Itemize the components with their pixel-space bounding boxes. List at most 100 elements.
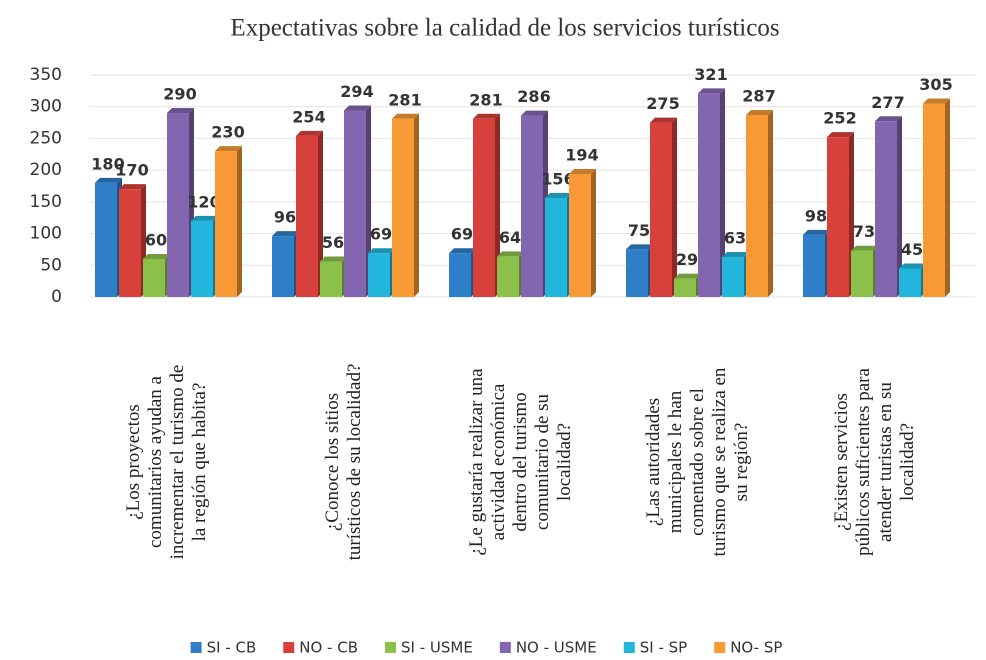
bar xyxy=(650,122,672,297)
data-label: 156 xyxy=(541,170,574,189)
bar-side xyxy=(318,130,323,297)
data-label: 230 xyxy=(211,123,244,142)
y-tick-label: 100 xyxy=(30,224,62,244)
data-label: 45 xyxy=(901,240,923,259)
bar xyxy=(851,250,873,297)
bar-top xyxy=(119,184,146,190)
bar-top xyxy=(344,105,371,111)
bar-side xyxy=(237,146,242,297)
bar-side xyxy=(768,109,773,298)
bar-top xyxy=(746,109,773,115)
bar xyxy=(449,253,471,297)
bar xyxy=(803,234,825,297)
bar-top xyxy=(698,88,725,94)
bar-top xyxy=(473,113,500,119)
data-label: 277 xyxy=(871,93,904,112)
bar-top xyxy=(296,130,323,136)
y-tick-label: 0 xyxy=(51,287,62,307)
bar-side xyxy=(720,88,725,297)
data-label: 294 xyxy=(340,82,373,101)
bar xyxy=(473,118,495,297)
bar-top xyxy=(521,110,548,116)
x-tick-label: ¿Las autoridades municipales le han come… xyxy=(643,367,752,557)
bar-top xyxy=(722,252,749,258)
bar xyxy=(698,93,720,297)
bar-top xyxy=(449,248,476,254)
data-label: 73 xyxy=(853,222,875,241)
data-label: 96 xyxy=(274,208,296,227)
bar xyxy=(119,189,141,297)
bar xyxy=(827,137,849,297)
bar-top xyxy=(545,193,572,199)
bar-side xyxy=(672,117,677,297)
bar-top xyxy=(803,229,830,235)
bar xyxy=(167,113,189,297)
y-tick-label: 150 xyxy=(30,192,62,212)
data-label: 170 xyxy=(115,161,148,180)
bar xyxy=(545,198,567,297)
bar-top xyxy=(167,108,194,114)
bar-side xyxy=(366,105,371,298)
bar-top xyxy=(320,256,347,262)
data-label: 69 xyxy=(451,225,473,244)
bar xyxy=(923,103,945,298)
bar xyxy=(95,182,117,297)
legend-swatch xyxy=(499,642,511,653)
bar xyxy=(344,110,366,298)
data-label: 252 xyxy=(823,109,856,128)
bar-top xyxy=(569,168,596,174)
data-label: 275 xyxy=(646,94,679,113)
bar xyxy=(368,253,390,297)
y-tick-label: 250 xyxy=(30,128,62,148)
bar-top xyxy=(899,263,926,269)
bar xyxy=(320,261,342,297)
bar-side xyxy=(945,98,950,298)
legend-label: SI - CB xyxy=(207,639,257,657)
data-label: 63 xyxy=(724,229,746,248)
data-label: 60 xyxy=(145,230,167,249)
bar-top xyxy=(215,146,242,152)
bar-top xyxy=(674,273,701,279)
bar xyxy=(143,258,165,297)
legend-swatch xyxy=(283,642,295,653)
bar xyxy=(746,114,768,298)
bar xyxy=(272,236,294,297)
legend-label: NO - CB xyxy=(299,639,358,657)
data-label: 120 xyxy=(187,192,220,211)
bar-side xyxy=(897,116,902,297)
data-label: 98 xyxy=(805,206,827,225)
bar-top xyxy=(875,116,902,122)
data-label: 286 xyxy=(517,87,550,106)
data-label: 75 xyxy=(628,221,650,240)
bar-side xyxy=(591,168,596,297)
chart-title: Expectativas sobre la calidad de los ser… xyxy=(230,15,779,42)
bar xyxy=(626,249,648,297)
data-label: 287 xyxy=(742,86,775,105)
bar xyxy=(296,135,318,297)
bar xyxy=(215,151,237,297)
x-tick-label: ¿Le gustaría realizar una actividad econ… xyxy=(466,368,575,556)
bar-side xyxy=(414,113,419,297)
legend-label: SI - SP xyxy=(640,639,687,657)
bar-top xyxy=(650,117,677,123)
legend-swatch xyxy=(714,642,726,653)
x-tick-label: ¿Los proyectos comunitarios ayudan a inc… xyxy=(123,364,210,560)
y-tick-label: 300 xyxy=(30,97,62,117)
data-label: 281 xyxy=(469,90,502,109)
bar xyxy=(674,278,696,297)
legend-label: NO- SP xyxy=(730,639,782,657)
legend-swatch xyxy=(190,642,202,653)
bar-side xyxy=(495,113,500,297)
data-label: 180 xyxy=(91,154,124,173)
bar xyxy=(191,220,213,297)
bar xyxy=(899,268,921,297)
data-label: 321 xyxy=(694,65,727,84)
bar-top xyxy=(272,231,299,237)
bar-top xyxy=(626,244,653,250)
bar-top xyxy=(191,215,218,221)
bar xyxy=(392,118,414,297)
legend-label: NO - USME xyxy=(516,639,597,657)
bar-top xyxy=(368,248,395,254)
legend-swatch xyxy=(385,642,397,653)
